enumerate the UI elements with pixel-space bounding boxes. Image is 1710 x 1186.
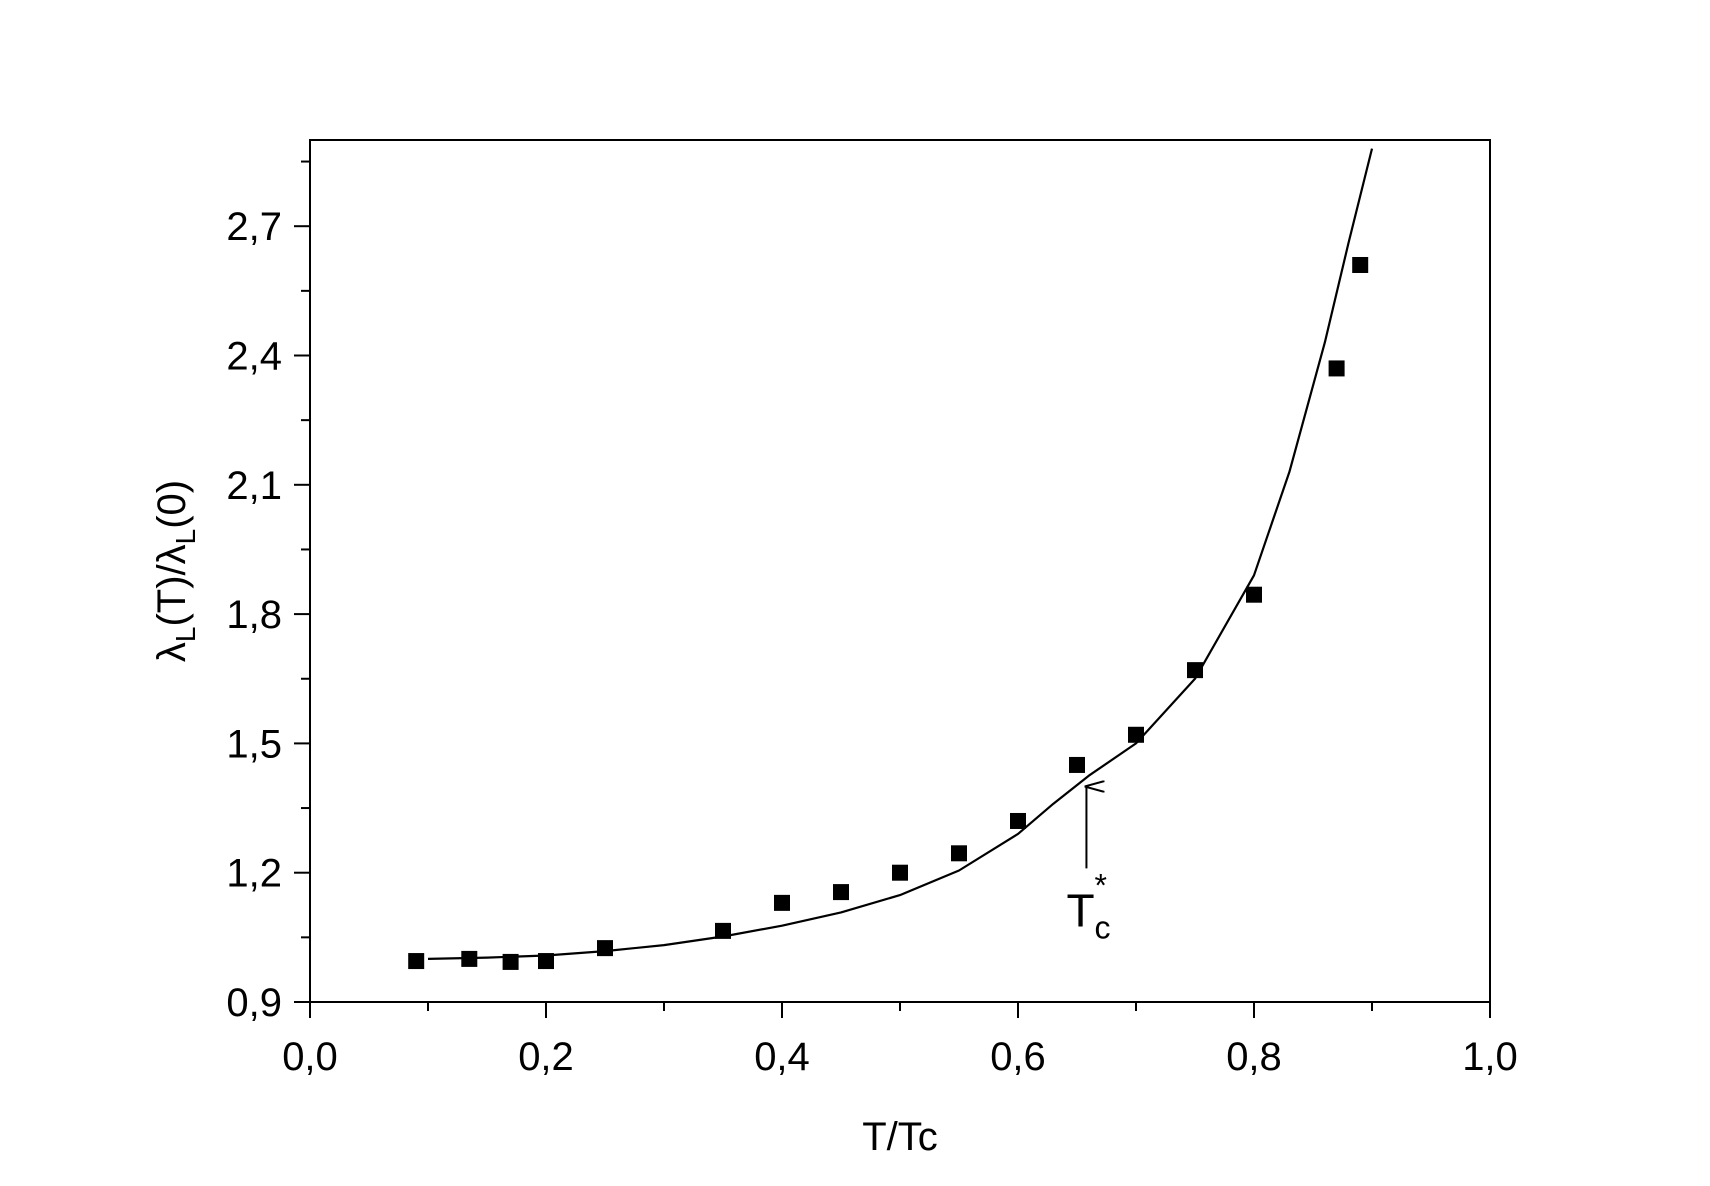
data-point [951,845,967,862]
data-point [1128,726,1144,743]
data-point [1187,662,1203,679]
x-tick-label: 1,0 [1462,1035,1518,1079]
x-tick-label: 0,8 [1226,1035,1282,1079]
y-title-lambda-1: λ [150,642,194,662]
y-tick-label: 1,8 [226,593,282,637]
y-axis: 0,9 1,2 1,5 1,8 2,1 2,4 2,7 [226,160,310,1025]
data-point [408,953,425,970]
y-tick-label: 2,1 [226,464,282,508]
tc-star-main: T [1066,884,1094,936]
model-curve [427,148,1374,960]
y-tick-label: 0,9 [226,981,282,1025]
y-title-numerator-arg: (T)/ [150,563,194,626]
y-tick-label: 1,2 [226,852,282,896]
y-title-sub-2: L [170,529,201,545]
y-title-denominator-arg: (0) [150,480,194,529]
data-point [461,950,478,967]
data-point [597,940,613,957]
x-tick-label: 0,6 [990,1035,1046,1079]
y-title-lambda-2: λ [150,544,194,564]
data-point [715,922,731,939]
y-axis-title: λL(T)/λL(0) [150,480,201,662]
data-point [1246,586,1262,603]
data-point [1010,812,1026,829]
y-tick-label: 2,4 [226,335,282,379]
data-point [538,953,554,970]
tc-star-sub: c [1095,909,1111,945]
x-axis: 0,0 0,2 0,4 0,6 0,8 1,0 [282,1002,1518,1079]
y-tick-label: 1,5 [226,722,282,766]
svg-text:λL(T)/λL(0): λL(T)/λL(0) [150,480,201,662]
data-point [502,953,519,970]
annotation-tc-star: Tc * [1066,787,1111,945]
y-title-sub-1: L [170,627,201,643]
data-point [892,864,908,881]
data-point [833,884,849,901]
data-point [1069,756,1085,773]
x-tick-label: 0,4 [754,1035,810,1079]
data-point [1352,256,1369,273]
x-axis-title: T/Tc [862,1115,938,1159]
x-tick-label: 0,2 [518,1035,574,1079]
series-layer [408,148,1374,970]
y-tick-label: 2,7 [226,205,282,249]
tc-star-label: Tc * [1066,867,1110,945]
x-tick-label: 0,0 [282,1035,338,1079]
data-point [1328,360,1345,377]
data-point [774,894,790,911]
tc-star-sup: * [1095,867,1107,903]
